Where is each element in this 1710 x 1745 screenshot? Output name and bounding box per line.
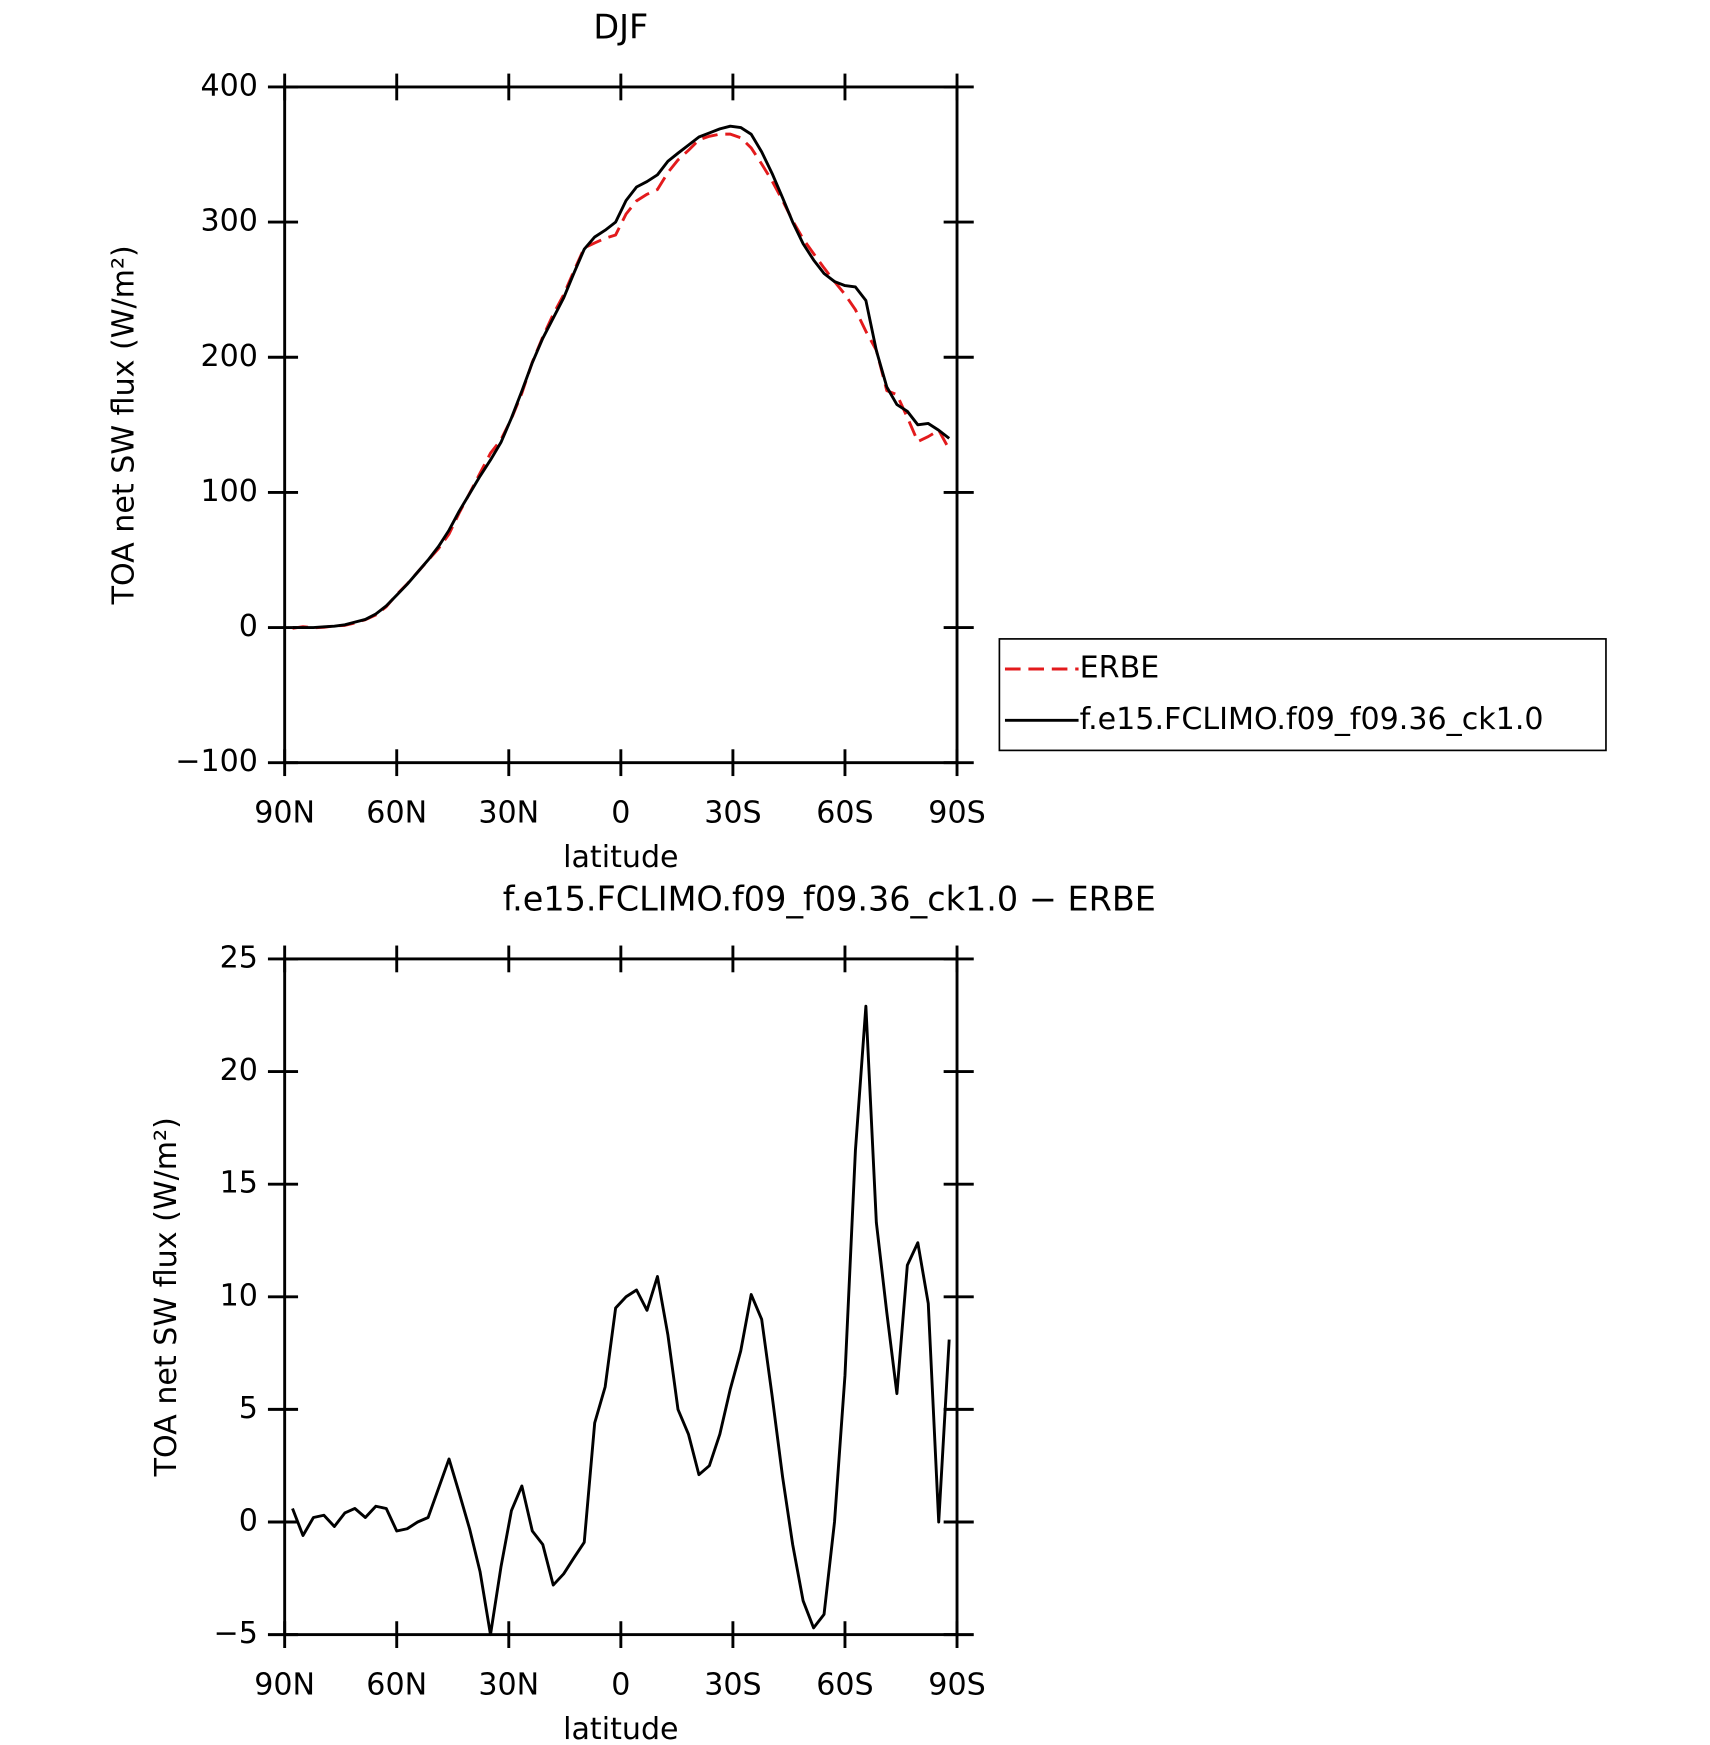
x-tick-label: 60S [816, 795, 873, 830]
y-tick-label: 100 [200, 474, 257, 509]
x-tick-label: 60N [366, 795, 427, 830]
y-tick-label: 5 [239, 1391, 258, 1426]
y-tick-label: 25 [220, 940, 258, 975]
y-tick-label: 300 [200, 204, 257, 239]
chart-title: f.e15.FCLIMO.f09_f09.36_ck1.0 − ERBE [503, 879, 1156, 918]
y-tick-label: 400 [200, 68, 257, 103]
series-line [291, 1004, 951, 1637]
x-tick-label: 0 [611, 795, 630, 830]
x-axis-label: latitude [563, 1712, 678, 1745]
series-line [292, 124, 951, 629]
y-tick-label: 15 [220, 1166, 258, 1201]
x-tick-label: 90N [254, 1667, 315, 1702]
plot-frame [283, 85, 959, 765]
x-tick-label: 90S [928, 795, 985, 830]
legend-box [998, 638, 1607, 752]
y-tick-label: 200 [200, 339, 257, 374]
y-tick-label: −5 [214, 1616, 258, 1651]
y-tick-label: −100 [175, 744, 258, 779]
y-tick-label: 0 [239, 609, 258, 644]
x-tick-label: 30N [478, 1667, 539, 1702]
x-tick-label: 0 [611, 1667, 630, 1702]
x-tick-label: 60S [816, 1667, 873, 1702]
legend-label: ERBE [1080, 651, 1160, 686]
x-tick-label: 30N [478, 795, 539, 830]
y-axis-label: TOA net SW flux (W/m²) [149, 1117, 184, 1477]
y-tick-label: 0 [239, 1503, 258, 1538]
x-axis-label: latitude [563, 840, 678, 875]
y-tick-label: 20 [220, 1053, 258, 1088]
x-tick-label: 90N [254, 795, 315, 830]
legend-label: f.e15.FCLIMO.f09_f09.36_ck1.0 [1080, 702, 1544, 737]
plot-frame [283, 957, 959, 1637]
y-tick-label: 10 [220, 1278, 258, 1313]
chart-title: DJF [593, 7, 648, 46]
x-tick-label: 90S [928, 1667, 985, 1702]
x-tick-label: 30S [704, 1667, 761, 1702]
x-tick-label: 30S [704, 795, 761, 830]
y-axis-label: TOA net SW flux (W/m²) [107, 245, 142, 605]
x-tick-label: 60N [366, 1667, 427, 1702]
